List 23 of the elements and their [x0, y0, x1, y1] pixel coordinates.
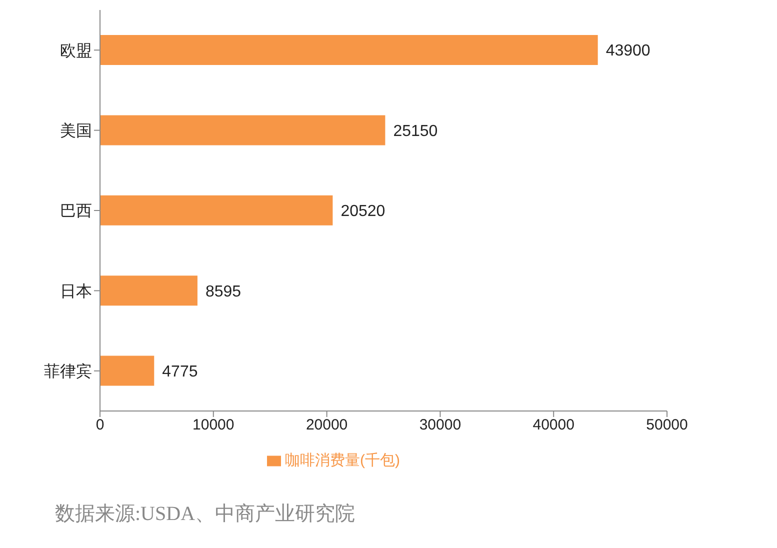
y-tick-label: 美国	[60, 122, 92, 140]
y-tick-label: 日本	[60, 282, 92, 300]
y-tick-label: 巴西	[60, 203, 92, 220]
data-label: 4775	[162, 363, 198, 380]
bar	[100, 195, 333, 226]
data-label: 20520	[340, 203, 386, 220]
bar	[100, 276, 198, 306]
data-label: 8595	[205, 283, 242, 300]
legend-label: 咖啡消费量(千包)	[285, 452, 400, 469]
x-tick-label: 0	[96, 416, 104, 434]
y-tick-label: 菲律宾	[44, 362, 92, 381]
bar	[100, 35, 598, 65]
bar	[100, 115, 386, 146]
x-tick-label: 30000	[419, 416, 462, 434]
source-note: 数据来源:USDA、中商产业研究院	[55, 502, 356, 527]
data-label: 43900	[606, 42, 650, 60]
bar	[100, 356, 154, 386]
y-tick-label: 欧盟	[60, 42, 92, 60]
x-tick-label: 20000	[306, 416, 348, 434]
data-label: 25150	[393, 122, 438, 140]
x-tick-label: 40000	[532, 416, 574, 434]
x-tick-label: 10000	[192, 416, 234, 434]
x-tick-label: 50000	[646, 416, 688, 434]
